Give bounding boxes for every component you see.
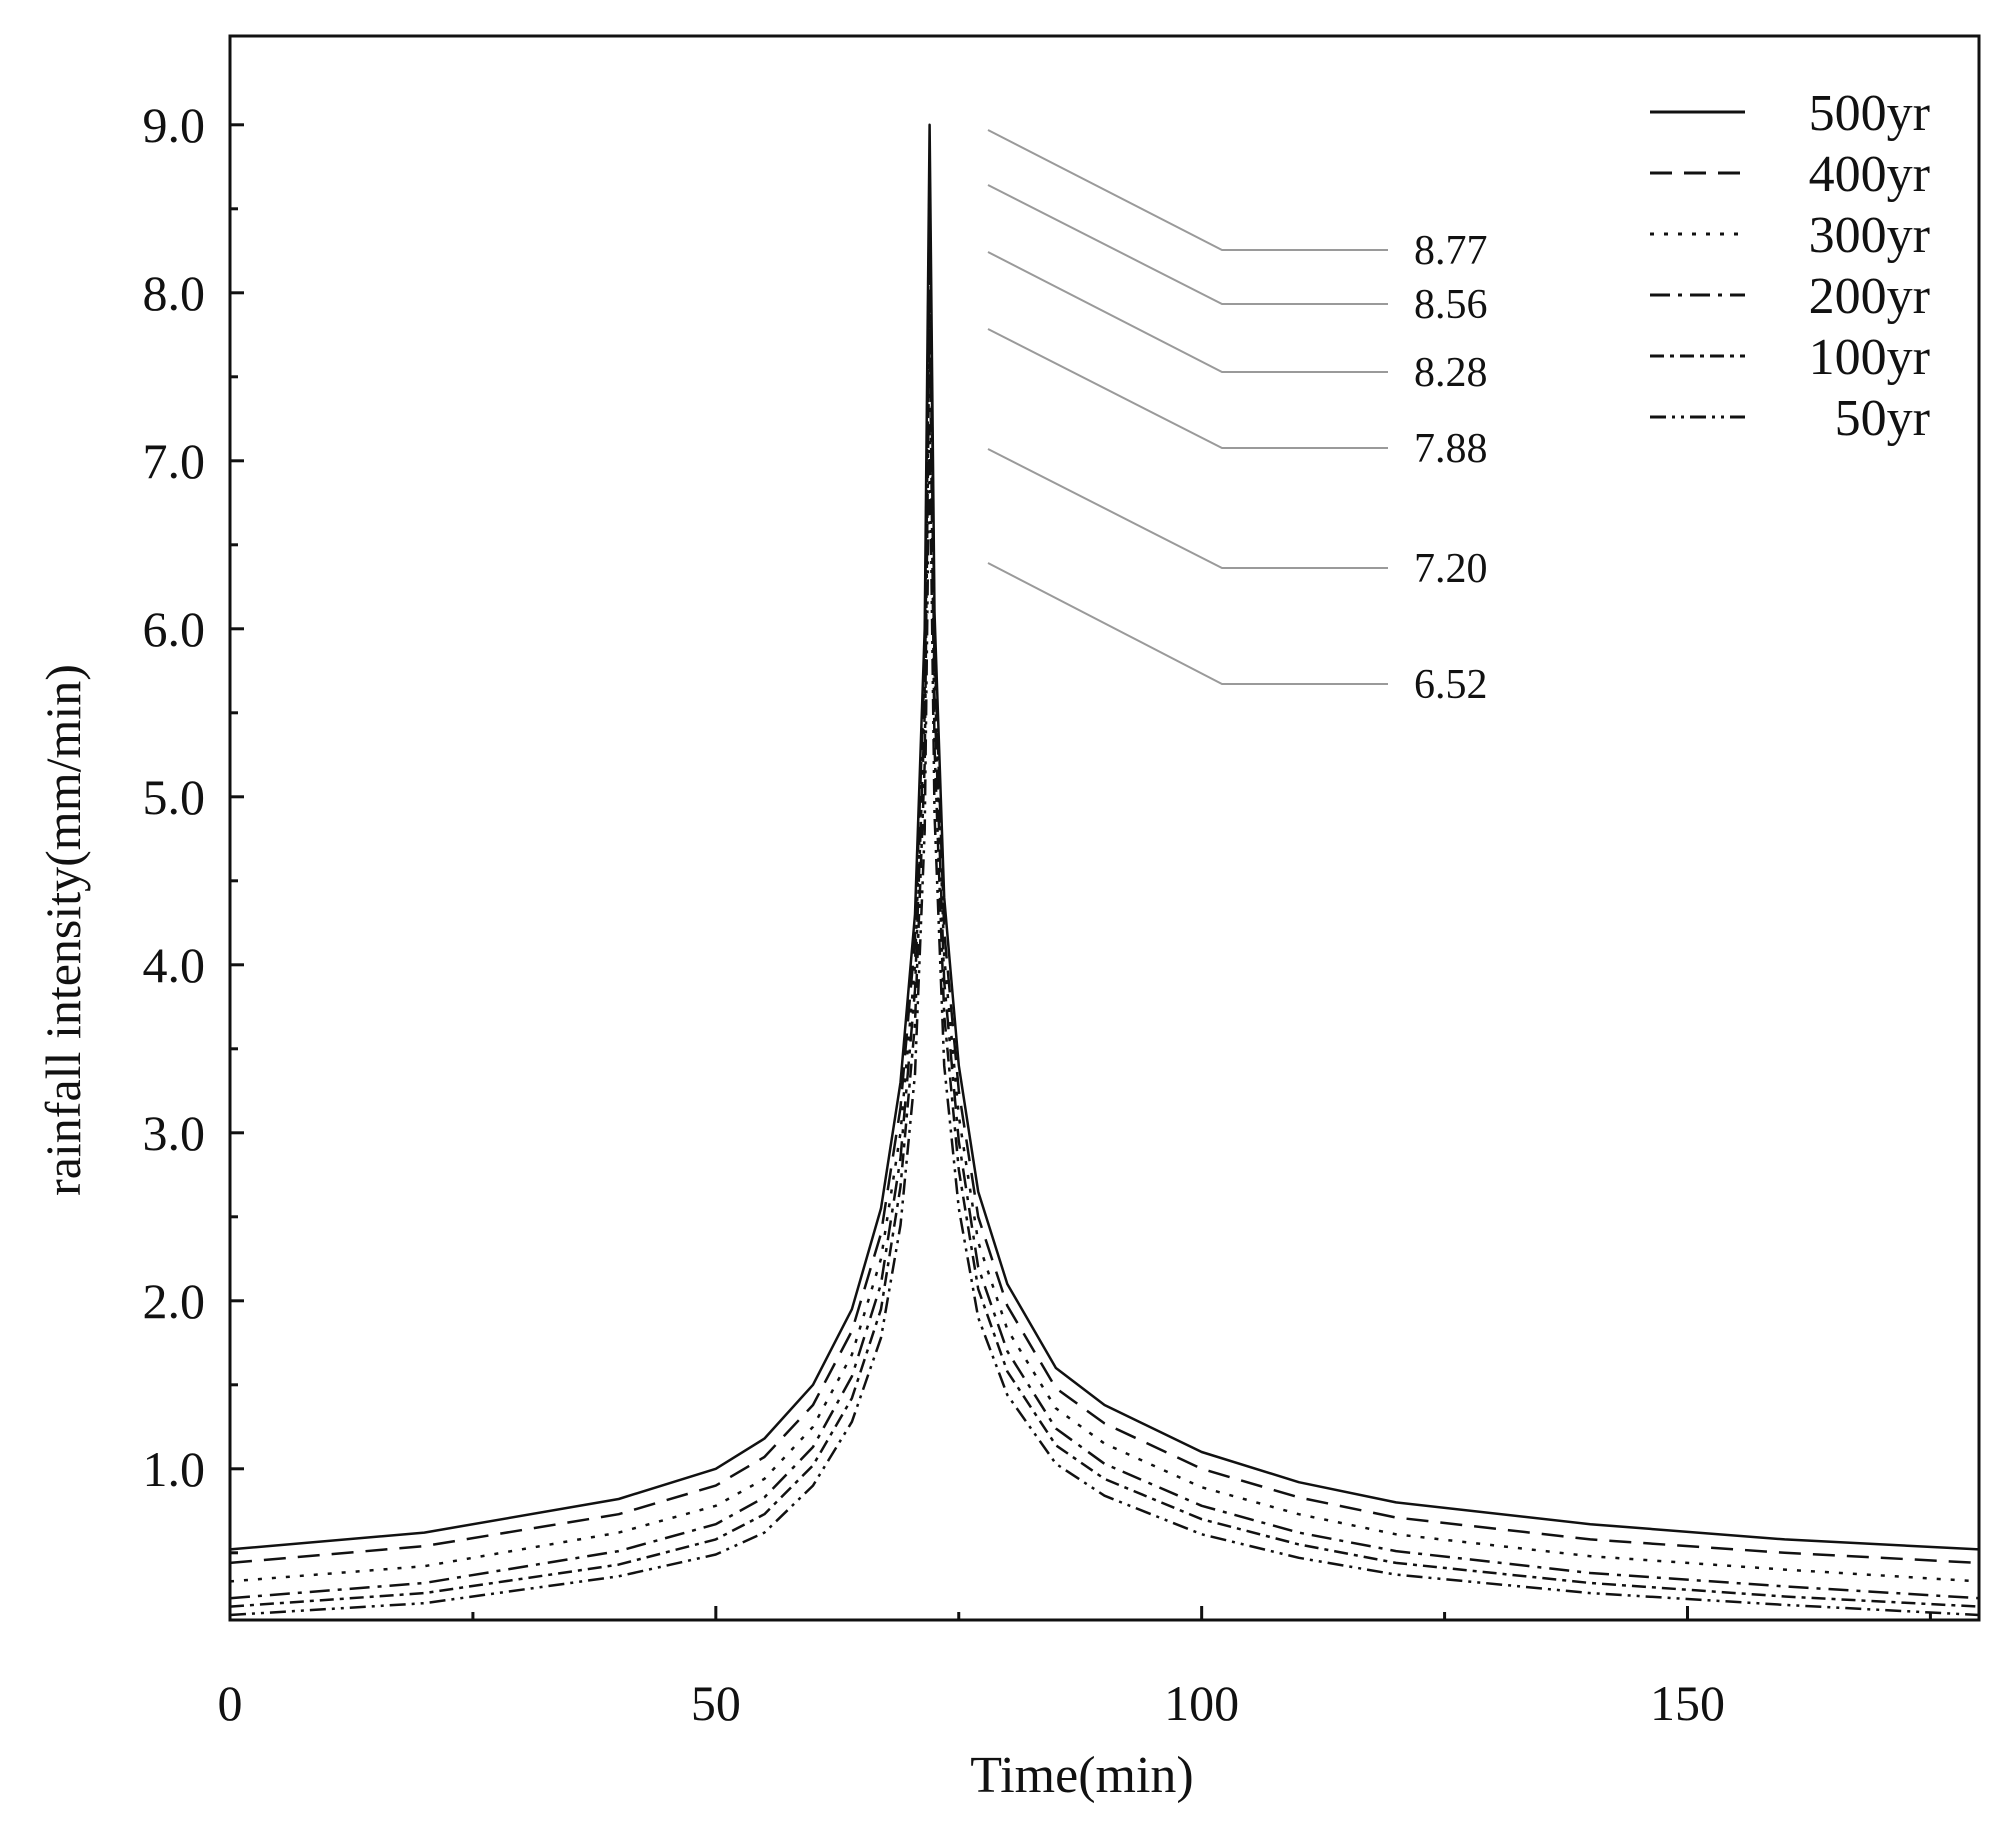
x-tick-label: 150 (1650, 1675, 1725, 1731)
legend-label: 400yr (1809, 146, 1930, 203)
series-line-300yr (229, 197, 1980, 1583)
x-tick-label: 0 (218, 1675, 243, 1731)
series-line-200yr (229, 244, 1980, 1600)
callout-leader-line (987, 328, 1388, 449)
callout-label: 7.88 (1414, 426, 1488, 472)
y-tick-label: 1.0 (143, 1441, 206, 1497)
y-axis-title: rainfall intensity(mm/min) (35, 664, 91, 1196)
callout-leader-line (987, 562, 1388, 685)
callout-leader-line (987, 184, 1388, 305)
x-tick-label: 100 (1164, 1675, 1239, 1731)
series-lines (229, 123, 1980, 1617)
y-tick-label: 6.0 (143, 601, 206, 657)
x-axis-ticks: 0 50 100 150 (218, 1606, 1932, 1731)
callout-label: 8.56 (1414, 282, 1488, 328)
callout-leader-line (987, 251, 1388, 373)
y-tick-label: 4.0 (143, 937, 206, 993)
y-tick-label: 9.0 (143, 97, 206, 153)
callout-label: 6.52 (1414, 662, 1488, 708)
series-line-50yr (229, 425, 1980, 1617)
series-line-400yr (229, 162, 1980, 1565)
callout-label: 8.28 (1414, 350, 1488, 396)
plot-frame (228, 34, 1981, 1622)
legend-label: 200yr (1809, 268, 1930, 325)
series-line-500yr (229, 123, 1980, 1551)
y-tick-label: 3.0 (143, 1105, 206, 1161)
y-tick-label: 7.0 (143, 433, 206, 489)
y-tick-label: 8.0 (143, 265, 206, 321)
y-tick-label: 5.0 (143, 769, 206, 825)
x-tick-label: 50 (691, 1675, 741, 1731)
legend-label: 100yr (1809, 329, 1930, 386)
legend-label: 300yr (1809, 207, 1930, 264)
callout-leader-line (987, 129, 1388, 251)
x-axis-title: Time(min) (970, 1747, 1193, 1804)
callout-leader-line (987, 448, 1388, 569)
y-tick-label: 2.0 (143, 1273, 206, 1329)
legend-label: 50yr (1835, 390, 1930, 447)
callout-label: 7.20 (1414, 546, 1488, 592)
peak-callouts: 8.77 8.56 8.28 7.88 7.20 6.52 (987, 129, 1488, 708)
callout-label: 8.77 (1414, 228, 1488, 274)
series-line-100yr (229, 311, 1980, 1608)
legend-label: 500yr (1809, 85, 1930, 142)
y-axis-ticks: 1.0 2.0 3.0 4.0 5.0 6.0 7.0 8.0 9.0 (143, 97, 244, 1555)
